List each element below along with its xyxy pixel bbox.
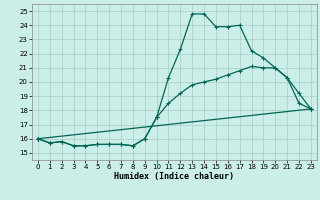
X-axis label: Humidex (Indice chaleur): Humidex (Indice chaleur) [115,172,234,181]
